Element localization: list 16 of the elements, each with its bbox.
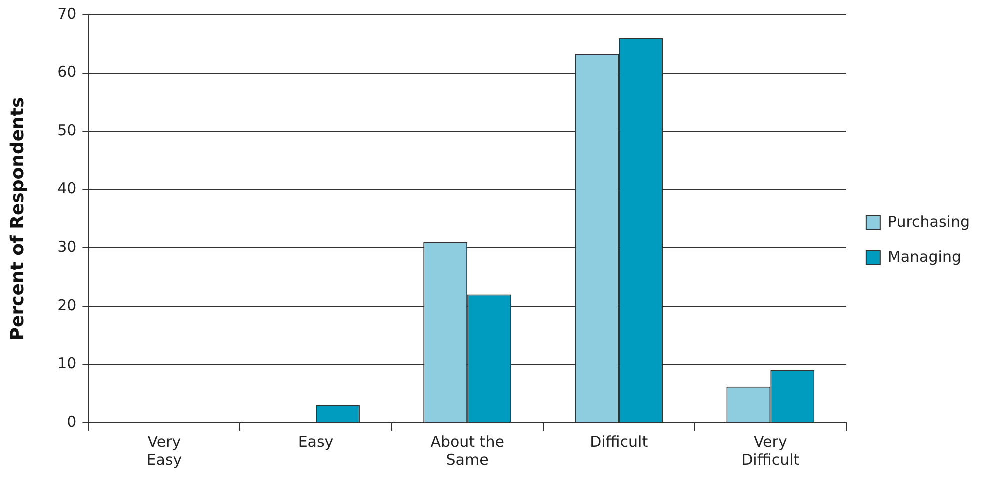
y-tick-label: 10	[58, 354, 77, 373]
y-tick-label: 30	[58, 238, 77, 256]
x-tick-label: Very Easy	[146, 432, 182, 469]
x-tick-label: Very Difficult	[742, 432, 800, 469]
y-tick-label: 70	[58, 4, 77, 23]
y-tick-label: 60	[58, 63, 77, 82]
y-tick-label: 0	[67, 412, 77, 431]
legend-label: Managing	[888, 248, 962, 266]
y-axis-title: Percent of Respondents	[7, 97, 28, 341]
x-tick-label: About the Same	[430, 432, 504, 469]
y-tick-label: 20	[58, 296, 77, 314]
x-tick-label: Difficult	[590, 432, 648, 451]
legend-label: Purchasing	[888, 212, 970, 231]
y-tick-label: 40	[58, 180, 77, 198]
x-tick-label: Easy	[298, 432, 334, 451]
y-tick-label: 50	[58, 121, 77, 140]
